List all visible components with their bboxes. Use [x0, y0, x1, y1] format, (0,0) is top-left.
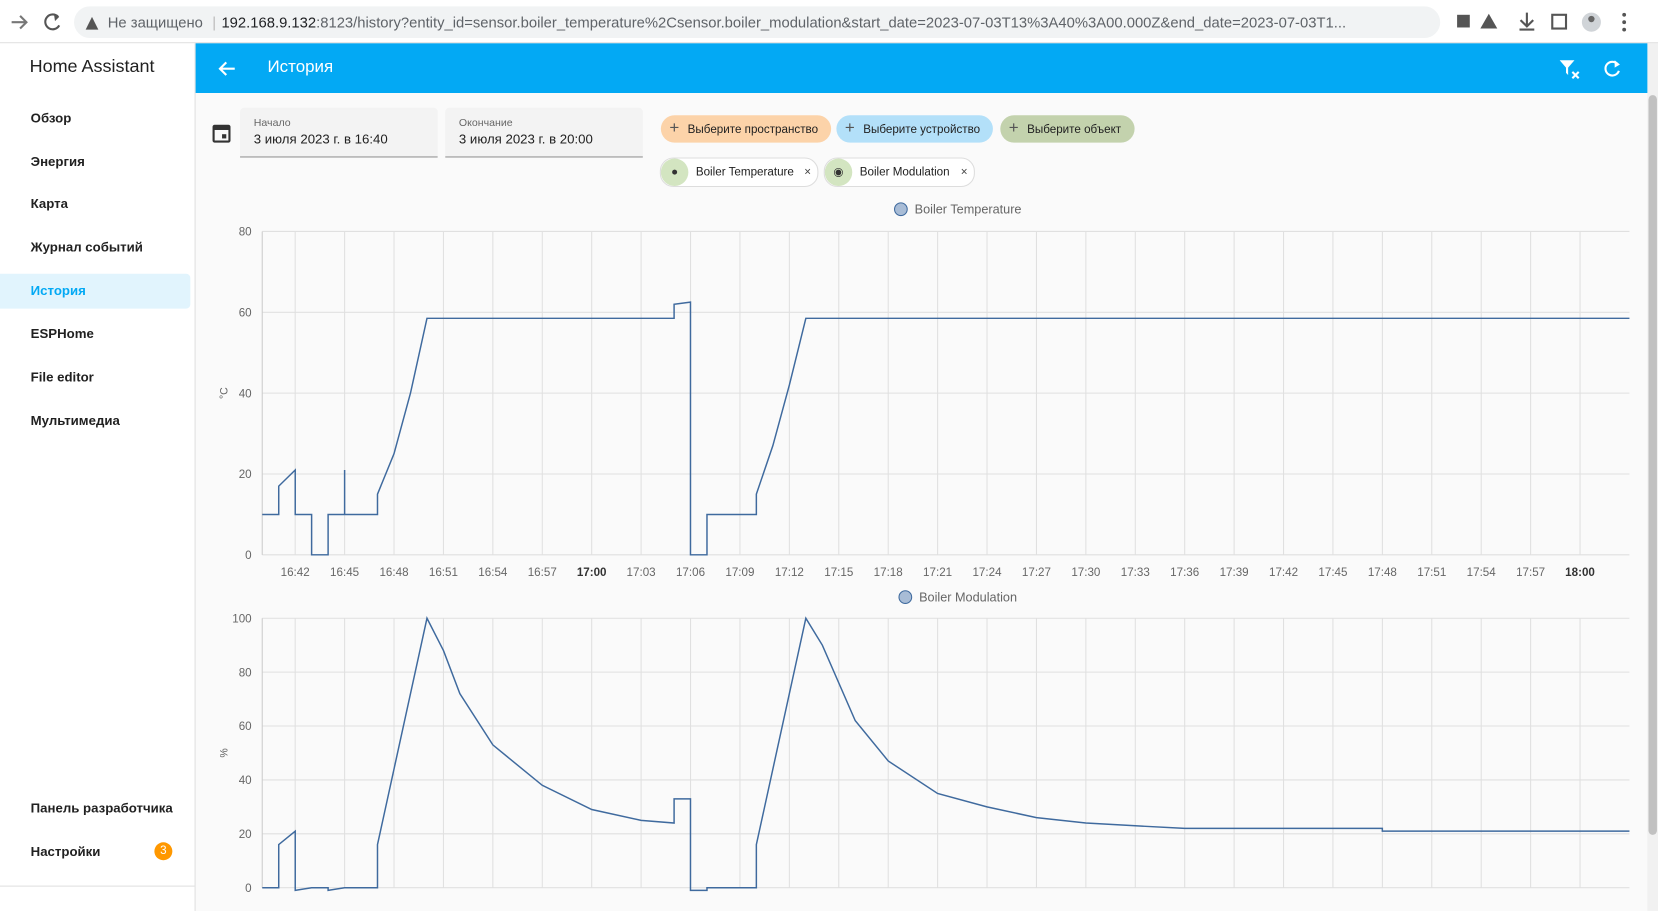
nav-item[interactable]: Энергия: [30, 154, 85, 170]
app-title: Home Assistant: [29, 56, 155, 77]
x-tick-label: 17:36: [1170, 566, 1199, 579]
entity-chip[interactable]: ● Boiler Temperature ×: [659, 157, 819, 188]
selected-highlight: [0, 273, 191, 309]
nav-item[interactable]: Настройки: [30, 844, 101, 860]
entity-chip[interactable]: ◉ Boiler Modulation ×: [823, 157, 975, 188]
y-tick-label: 20: [239, 828, 252, 841]
x-tick-label: 17:21: [923, 566, 952, 579]
y-tick-label: 20: [239, 468, 252, 481]
chip-label: Выберите устройство: [863, 123, 981, 137]
chip-label: Boiler Modulation: [859, 165, 950, 179]
series-line: [262, 616, 1630, 892]
legend-marker: [898, 590, 913, 604]
nav-item[interactable]: Журнал событий: [30, 239, 143, 255]
y-tick-label: 60: [239, 307, 252, 320]
x-tick-label: 17:18: [874, 566, 903, 579]
nav-item[interactable]: Обзор: [30, 110, 72, 126]
x-tick-label: 17:27: [1022, 566, 1051, 579]
y-tick-label: 60: [239, 720, 252, 733]
clear-filter-button[interactable]: [1558, 57, 1581, 80]
x-tick-label: 17:30: [1071, 566, 1100, 579]
x-tick-label: 17:48: [1368, 566, 1397, 579]
x-tick-label: 17:51: [1417, 566, 1446, 579]
end-date-field[interactable]: Окончание 3 июля 2023 г. в 20:00: [445, 107, 643, 158]
nav-item[interactable]: Карта: [30, 196, 68, 212]
y-tick-label: 40: [239, 387, 252, 400]
x-tick-label: 17:24: [972, 566, 1002, 579]
calendar-icon[interactable]: [211, 122, 232, 145]
field-label: Окончание: [458, 117, 513, 129]
scrollbar-thumb[interactable]: [1648, 95, 1657, 835]
x-tick-label: 16:45: [330, 566, 359, 579]
x-tick-label: 17:39: [1220, 566, 1249, 579]
divider: [0, 885, 195, 887]
nav-item[interactable]: Панель разработчика: [30, 801, 173, 816]
nav-item[interactable]: ESPHome: [30, 326, 94, 342]
x-tick-label: 17:42: [1269, 566, 1298, 579]
entity-picker[interactable]: + Выберите объект: [1000, 115, 1135, 143]
field-value: 3 июля 2023 г. в 20:00: [458, 132, 593, 147]
x-tick-label: 17:12: [775, 566, 804, 579]
refresh-button[interactable]: [1602, 58, 1623, 79]
x-tick-label: 16:54: [478, 566, 508, 579]
area-picker[interactable]: + Выберите пространство: [660, 115, 832, 143]
chip-label: Boiler Temperature: [695, 165, 794, 179]
x-tick-label: 17:00: [577, 566, 607, 579]
x-tick-label: 17:57: [1516, 566, 1545, 579]
nav-item[interactable]: File editor: [30, 369, 94, 385]
x-tick-label: 16:57: [528, 566, 557, 579]
back-button[interactable]: [217, 58, 238, 79]
x-tick-label: 17:54: [1467, 566, 1497, 579]
y-tick-label: 80: [239, 666, 252, 679]
nav-item-active[interactable]: История: [30, 283, 86, 299]
x-tick-label: 17:03: [627, 566, 656, 579]
x-tick-label: 17:09: [725, 566, 754, 579]
plot-area: [262, 618, 1630, 888]
badge: 3: [154, 842, 173, 861]
start-date-field[interactable]: Начало 3 июля 2023 г. в 16:40: [240, 107, 438, 158]
series-line: [262, 301, 1630, 556]
x-tick-label: 16:42: [281, 566, 310, 579]
y-axis-title: °C: [218, 387, 230, 399]
y-tick-label: 0: [245, 882, 251, 895]
page-title: История: [267, 58, 334, 77]
browser-bar: Не защищено | 192.168.9.132:8123/history?…: [0, 0, 1658, 44]
legend-label: Boiler Temperature: [915, 202, 1022, 216]
sidebar: Home Assistant Обзор Энергия Карта Журна…: [0, 43, 196, 911]
x-tick-label: 17:33: [1121, 566, 1150, 579]
chip-label: Выберите объект: [1027, 123, 1122, 137]
field-value: 3 июля 2023 г. в 16:40: [253, 132, 388, 147]
y-tick-label: 80: [239, 226, 252, 239]
chip-label: Выберите пространство: [687, 123, 819, 137]
x-tick-label: 17:06: [676, 566, 705, 579]
y-tick-label: 40: [239, 774, 252, 787]
url-rest: :8123/history?entity_id=sensor.boiler_te…: [316, 13, 1347, 31]
app-header: История: [195, 43, 1648, 93]
address-bar[interactable]: Не защищено | 192.168.9.132:8123/history?…: [74, 6, 1441, 39]
device-picker[interactable]: + Выберите устройство: [836, 115, 993, 143]
security-label: Не защищено: [107, 13, 203, 31]
y-tick-label: 100: [232, 612, 251, 625]
y-tick-label: 0: [245, 549, 251, 562]
legend-marker: [894, 202, 908, 217]
field-label: Начало: [253, 117, 291, 129]
x-tick-label: 17:45: [1318, 566, 1347, 579]
nav-item[interactable]: Мультимедиа: [30, 413, 120, 429]
url-host: 192.168.9.132: [221, 13, 317, 31]
nav-icons: [11, 13, 61, 31]
x-tick-label: 16:51: [429, 566, 458, 579]
x-tick-label: 18:00: [1565, 566, 1595, 579]
legend-label: Boiler Modulation: [919, 590, 1017, 604]
x-tick-label: 17:15: [824, 566, 853, 579]
x-tick-label: 16:48: [379, 566, 408, 579]
browser-icons: [1457, 12, 1627, 32]
y-axis-title: %: [218, 748, 230, 758]
